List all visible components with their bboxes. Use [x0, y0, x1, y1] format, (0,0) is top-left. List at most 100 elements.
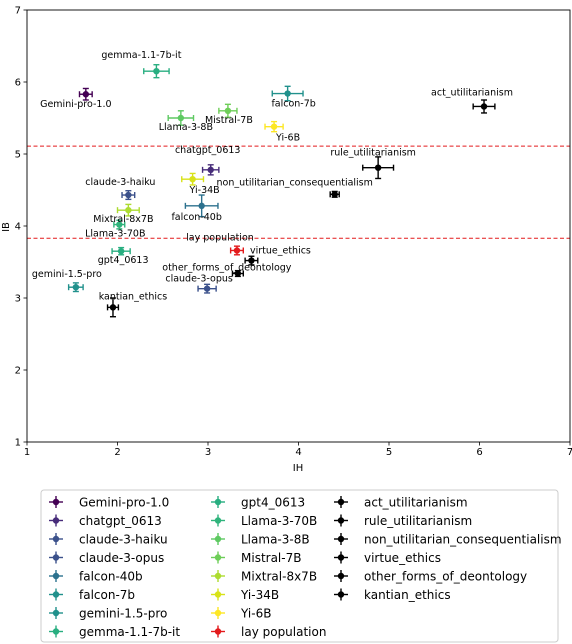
marker — [480, 103, 488, 110]
legend-item: gemini-1.5-pro — [49, 607, 167, 621]
point-label: rule_utilitarianism — [330, 148, 416, 159]
legend-label: rule_utilitarianism — [364, 514, 472, 528]
legend-marker — [52, 609, 60, 617]
legend-marker — [214, 517, 222, 524]
legend-marker — [214, 628, 222, 635]
marker — [116, 221, 123, 228]
x-tick-label: 2 — [114, 447, 120, 458]
point-label: gemma-1.1-7b-it — [101, 50, 181, 61]
legend-item: gemma-1.1-7b-it — [49, 625, 180, 639]
point-label: Mistral-7B — [205, 115, 253, 126]
marker — [224, 107, 232, 115]
point-label: Mixtral-8x7B — [93, 214, 153, 225]
legend-item: Llama-3-70B — [211, 514, 317, 528]
x-tick-label: 5 — [386, 447, 392, 458]
y-axis-label: IB — [1, 222, 12, 232]
point-llama-3-8b — [167, 110, 195, 126]
legend-marker — [214, 498, 222, 506]
legend-item: gpt4_0613 — [211, 496, 305, 510]
marker — [207, 166, 214, 174]
legend-label: Llama-3-70B — [241, 514, 317, 528]
marker — [248, 257, 255, 264]
axes: 1 2 3 4 5 6 7 1 2 3 4 5 6 7 — [15, 6, 572, 459]
legend-marker — [52, 572, 60, 580]
point-label: claude-3-haiku — [85, 177, 155, 188]
legend-label: other_forms_of_deontology — [364, 570, 527, 584]
marker — [374, 164, 382, 171]
legend: Gemini-pro-1.0 chatgpt_0613 claude-3-haiku… — [40, 489, 562, 643]
point-label: kantian_ethics — [99, 291, 168, 302]
y-tick-label: 4 — [15, 222, 21, 233]
legend-marker — [52, 517, 60, 524]
point-label: Llama-3-70B — [85, 229, 145, 240]
marker — [125, 191, 132, 199]
legend-label: kantian_ethics — [364, 588, 451, 602]
legend-item: Llama-3-8B — [211, 533, 310, 547]
x-tick-label: 7 — [567, 447, 572, 458]
legend-label: gpt4_0613 — [241, 496, 305, 510]
point-label: act_utilitarianism — [431, 87, 513, 98]
point-label: gpt4_0613 — [98, 255, 149, 266]
point-rule-utilitarianism — [362, 156, 395, 180]
legend-label: Mistral-7B — [241, 551, 301, 565]
legend-item: Gemini-pro-1.0 — [49, 496, 169, 510]
point-yi-6b — [264, 120, 284, 133]
point-llama-3-70b — [113, 219, 126, 230]
legend-label: gemini-1.5-pro — [79, 607, 167, 621]
legend-label: Mixtral-8x7B — [241, 570, 317, 584]
marker — [125, 206, 132, 214]
marker — [234, 270, 242, 277]
point-chatgpt-0613 — [201, 164, 220, 176]
legend-marker — [337, 498, 345, 506]
marker — [270, 123, 278, 130]
legend-item: Yi-6B — [211, 607, 271, 621]
point-label: Llama-3-8B — [159, 122, 213, 133]
x-tick-label: 4 — [295, 447, 301, 458]
legend-item: non_utilitarian_consequentialism — [334, 533, 562, 547]
x-axis-label: IH — [293, 463, 303, 474]
legend-item: other_forms_of_deontology — [334, 570, 527, 584]
point-kantian-ethics — [106, 297, 120, 318]
legend-marker — [337, 517, 345, 524]
point-falcon-7b — [271, 85, 304, 102]
reference-lines — [27, 145, 570, 239]
legend-item: lay population — [211, 625, 326, 639]
point-falcon-40b — [184, 194, 219, 218]
legend-label: gemma-1.1-7b-it — [79, 625, 180, 639]
legend-item: Mixtral-8x7B — [211, 570, 317, 584]
point-yi-34b — [181, 172, 205, 186]
marker — [72, 284, 80, 291]
y-tick-label: 3 — [15, 294, 21, 305]
point-virtue-ethics — [244, 255, 259, 266]
x-tick-label: 6 — [476, 447, 482, 458]
marker — [82, 91, 90, 98]
legend-marker — [214, 554, 222, 561]
legend-label: Yi-6B — [240, 607, 271, 621]
point-label: Gemini-pro-1.0 — [40, 99, 111, 110]
marker — [117, 248, 125, 255]
point-label: gemini-1.5-pro — [32, 269, 102, 280]
point-label: chatgpt_0613 — [175, 145, 241, 156]
point-label: lay population — [186, 232, 254, 243]
marker — [198, 202, 205, 210]
legend-marker — [337, 554, 345, 561]
y-tick-label: 6 — [15, 78, 21, 89]
point-label: Yi-34B — [189, 185, 220, 196]
point-other-forms-of-deontology — [231, 269, 244, 278]
legend-marker — [52, 554, 60, 561]
x-tick-label: 1 — [24, 447, 30, 458]
marker — [177, 114, 185, 122]
point-label: falcon-40b — [171, 212, 221, 223]
legend-marker — [214, 535, 222, 543]
point-mixtral-8x7b — [116, 203, 140, 217]
legend-marker — [52, 628, 60, 635]
legend-label: act_utilitarianism — [364, 496, 468, 510]
data-points — [67, 64, 496, 318]
marker — [233, 247, 241, 254]
marker — [284, 90, 291, 97]
legend-marker — [214, 591, 222, 598]
legend-item: rule_utilitarianism — [334, 514, 472, 528]
legend-marker — [337, 591, 345, 598]
point-label: claude-3-opus — [165, 274, 233, 285]
